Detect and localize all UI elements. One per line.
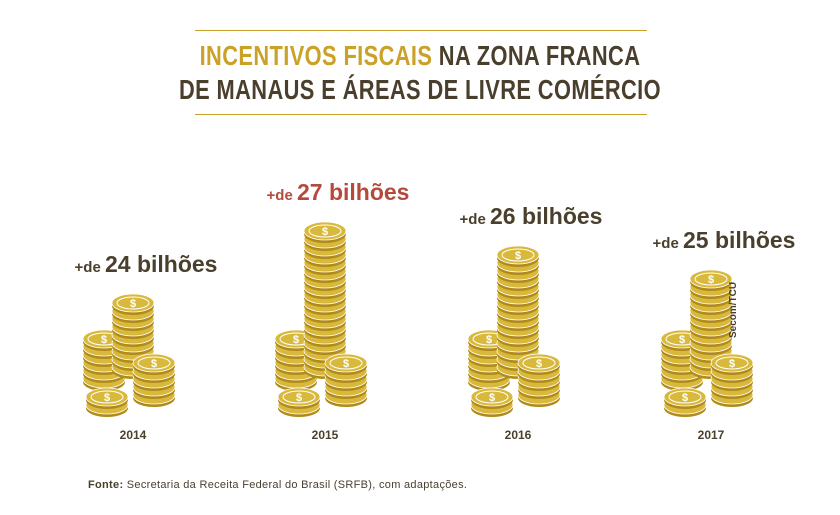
year-label-2017: 2017 xyxy=(698,428,725,442)
coin-stack-tall: $ xyxy=(303,221,347,379)
title-rule-top xyxy=(195,30,647,31)
dollar-sign-icon: $ xyxy=(104,392,110,404)
dollar-sign-icon: $ xyxy=(130,298,136,310)
dollar-sign-icon: $ xyxy=(296,392,302,404)
value-label-2016: +de 26 bilhões xyxy=(460,203,603,229)
dollar-sign-icon: $ xyxy=(708,274,714,286)
coin-group-2015: $ $ $ $ xyxy=(274,221,368,417)
coin-stack-right: $ xyxy=(710,353,754,407)
image-credit: Secom/TCU xyxy=(728,281,739,338)
coin-stack-right: $ xyxy=(132,353,176,407)
dollar-sign-icon: $ xyxy=(486,334,492,346)
value-label-prefix: +de xyxy=(653,235,683,252)
value-label-prefix: +de xyxy=(267,187,297,204)
source-note: Fonte: Secretaria da Receita Federal do … xyxy=(88,479,468,491)
coin-stack-front: $ xyxy=(85,387,129,417)
value-label-2015: +de 27 bilhões xyxy=(267,179,410,205)
value-label-main: 26 bilhões xyxy=(490,203,602,229)
coin-stack-right: $ xyxy=(517,353,561,407)
dollar-sign-icon: $ xyxy=(151,358,157,370)
value-label-prefix: +de xyxy=(75,259,105,276)
title-rule-bottom xyxy=(195,114,647,115)
value-label-main: 24 bilhões xyxy=(105,251,217,277)
coin-stack-front: $ xyxy=(277,387,321,417)
coin-group-2016: $ $ $ $ xyxy=(467,245,561,417)
coin-stack-front: $ xyxy=(663,387,707,417)
coin-group-2017: $ $ $ $ xyxy=(660,269,754,417)
dollar-sign-icon: $ xyxy=(729,358,735,370)
dollar-sign-icon: $ xyxy=(343,358,349,370)
dollar-sign-icon: $ xyxy=(489,392,495,404)
chart-title-line-2: DE MANAUS E ÁREAS DE LIVRE COMÉRCIO xyxy=(178,74,662,105)
dollar-sign-icon: $ xyxy=(322,226,328,238)
dollar-sign-icon: $ xyxy=(293,334,299,346)
year-label-2014: 2014 xyxy=(120,428,147,442)
dollar-sign-icon: $ xyxy=(682,392,688,404)
coin-group-2014: $ $ $ $ xyxy=(82,293,176,417)
dollar-sign-icon: $ xyxy=(515,250,521,262)
dollar-sign-icon: $ xyxy=(679,334,685,346)
dollar-sign-icon: $ xyxy=(536,358,542,370)
chart-title-line-1: INCENTIVOS FISCAIS NA ZONA FRANCA xyxy=(199,40,641,71)
coin-stack-right: $ xyxy=(324,353,368,407)
year-label-2016: 2016 xyxy=(505,428,532,442)
value-label-prefix: +de xyxy=(460,211,490,228)
coin-stack-front: $ xyxy=(470,387,514,417)
value-label-2014: +de 24 bilhões xyxy=(75,251,218,277)
value-label-main: 27 bilhões xyxy=(297,179,409,205)
dollar-sign-icon: $ xyxy=(101,334,107,346)
value-label-main: 25 bilhões xyxy=(683,227,795,253)
year-label-2015: 2015 xyxy=(312,428,339,442)
value-label-2017: +de 25 bilhões xyxy=(653,227,796,253)
